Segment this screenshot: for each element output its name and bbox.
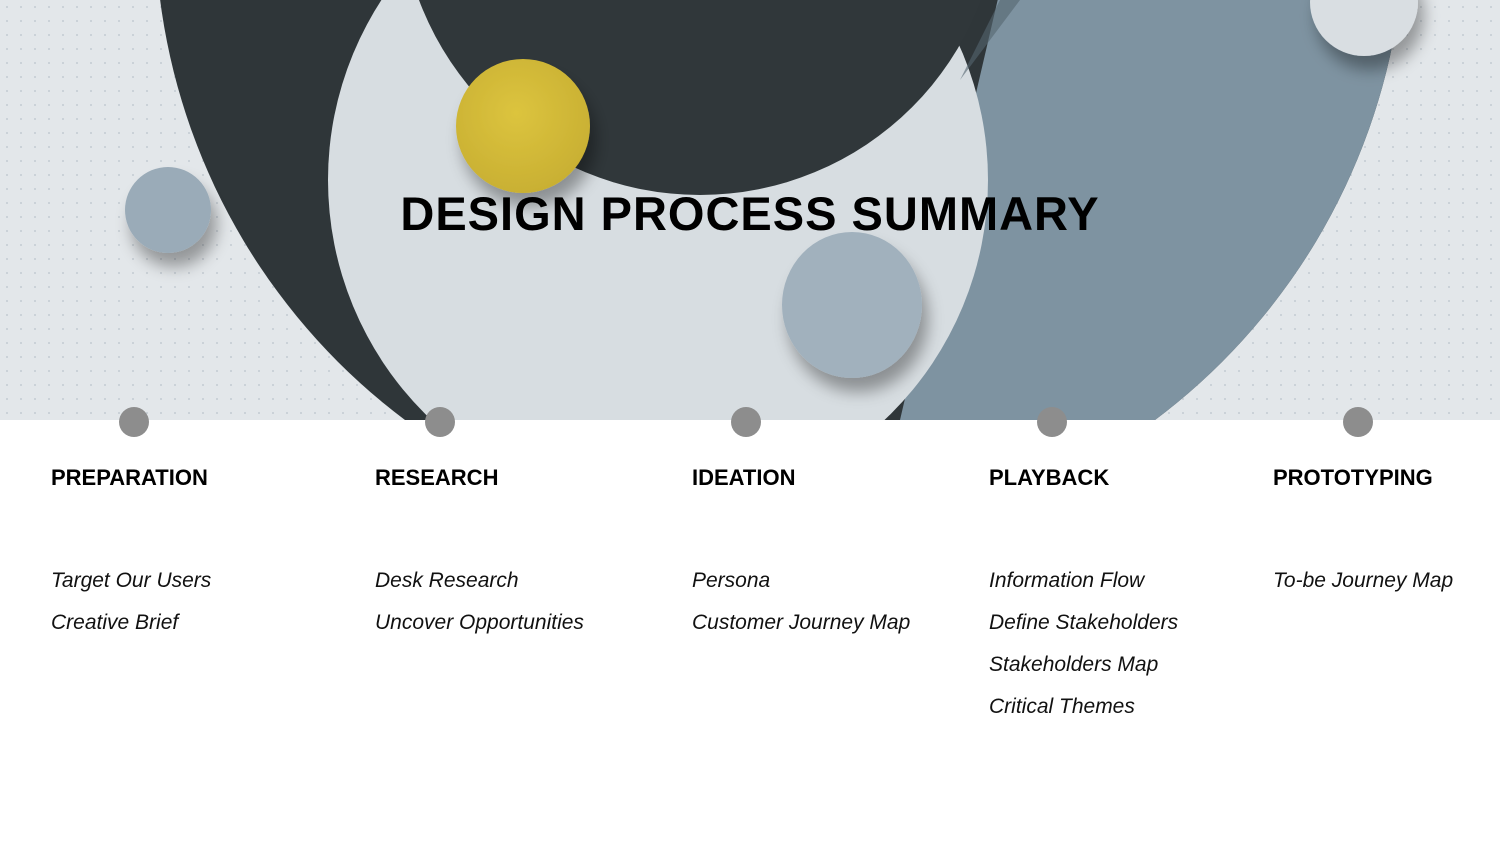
timeline-dot-ideation <box>731 407 761 437</box>
hero-banner: DESIGN PROCESS SUMMARY <box>0 0 1500 420</box>
timeline-dot-prototyping <box>1343 407 1373 437</box>
stage-heading: RESEARCH <box>375 465 499 490</box>
blue-disc-large-shape <box>782 232 922 378</box>
stage-heading: PREPARATION <box>51 465 208 490</box>
stage-ideation: IDEATION Persona Customer Journey Map <box>692 464 910 634</box>
yellow-disc-shape <box>456 59 590 193</box>
stage-heading: PROTOTYPING <box>1273 465 1433 490</box>
stage-item: To-be Journey Map <box>1273 569 1454 592</box>
stage-item-list: To-be Journey Map <box>1273 560 1453 602</box>
stage-item: Define Stakeholders <box>989 611 1179 634</box>
stage-playback: PLAYBACK Information Flow Define Stakeho… <box>989 464 1178 718</box>
stage-item: Stakeholders Map <box>989 653 1159 676</box>
stage-item: Information Flow <box>989 569 1145 592</box>
timeline-dot-research <box>425 407 455 437</box>
stage-item-list: Persona Customer Journey Map <box>692 560 910 644</box>
stage-preparation: PREPARATION Target Our Users Creative Br… <box>51 464 211 634</box>
stage-item-list: Information Flow Define Stakeholders Sta… <box>989 560 1178 728</box>
timeline-dot-playback <box>1037 407 1067 437</box>
stage-item: Critical Themes <box>989 695 1135 718</box>
speckled-disc-shape <box>1310 0 1418 56</box>
hero-illustration <box>125 0 1418 420</box>
stage-item: Customer Journey Map <box>692 611 911 634</box>
stage-research: RESEARCH Desk Research Uncover Opportuni… <box>375 464 584 634</box>
stage-item: Uncover Opportunities <box>375 611 584 634</box>
stage-item: Target Our Users <box>51 569 212 592</box>
blue-disc-left-shape <box>125 167 211 253</box>
page-title: DESIGN PROCESS SUMMARY <box>400 187 1100 240</box>
stage-item-list: Target Our Users Creative Brief <box>51 560 211 644</box>
timeline-dot-preparation <box>119 407 149 437</box>
stage-heading: PLAYBACK <box>989 465 1110 490</box>
stage-item: Creative Brief <box>51 611 179 634</box>
stage-item: Persona <box>692 569 771 592</box>
stage-item-list: Desk Research Uncover Opportunities <box>375 560 584 644</box>
stage-heading: IDEATION <box>692 465 796 490</box>
stage-prototyping: PROTOTYPING To-be Journey Map <box>1273 464 1453 592</box>
stage-item: Desk Research <box>375 569 519 592</box>
